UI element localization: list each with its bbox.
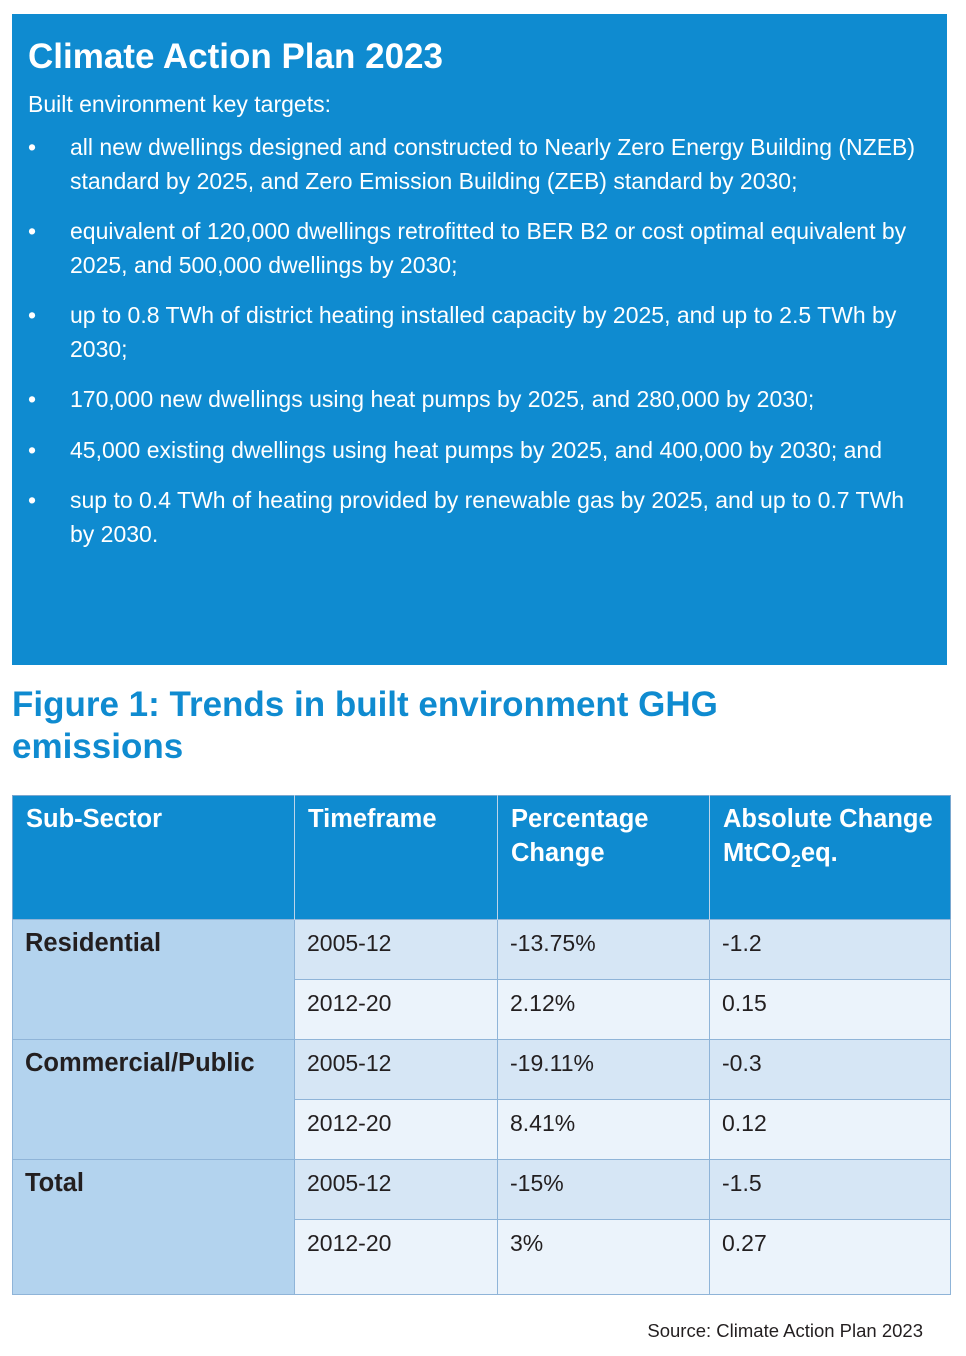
header-sub-sector: Sub-Sector <box>12 795 295 920</box>
bullet-icon: • <box>28 386 37 412</box>
bullet-icon: • <box>28 302 37 328</box>
absolute-cell: 0.27 <box>709 1219 951 1295</box>
list-item: • 45,000 existing dwellings using heat pu… <box>28 434 931 468</box>
bullet-icon: • <box>28 436 37 463</box>
table-row: 2012-20 3% 0.27 <box>13 1219 951 1295</box>
absolute-cell: 0.15 <box>709 979 951 1040</box>
header-absolute-change: Absolute Change MtCO2eq. <box>709 795 951 920</box>
list-item: • 170,000 new dwellings using heat pumps … <box>28 383 931 417</box>
percentage-cell: -13.75% <box>497 919 710 980</box>
target-text: sup to 0.4 TWh of heating provided by re… <box>70 487 905 547</box>
target-text: up to 0.8 TWh of district heating instal… <box>70 302 897 362</box>
absolute-cell: -0.3 <box>709 1039 951 1100</box>
target-text: all new dwellings designed and construct… <box>70 134 916 194</box>
target-text: 45,000 existing dwellings using heat pum… <box>70 436 882 463</box>
sector-cell: Total <box>12 1159 295 1295</box>
target-text: 170,000 new dwellings using heat pumps b… <box>70 386 815 412</box>
percentage-cell: -19.11% <box>497 1039 710 1100</box>
source-note: Source: Climate Action Plan 2023 <box>647 1320 923 1341</box>
list-item: • equivalent of 120,000 dwellings retrofi… <box>28 215 931 282</box>
figure-title: Figure 1: Trends in built environment GH… <box>12 685 718 766</box>
list-item: • all new dwellings designed and construc… <box>28 131 931 198</box>
header-timeframe: Timeframe <box>294 795 498 920</box>
absolute-cell: -1.2 <box>709 919 951 980</box>
box-intro: Built environment key targets: <box>28 91 331 117</box>
sector-cell: Residential <box>12 919 295 1040</box>
percentage-cell: 8.41% <box>497 1099 710 1160</box>
sector-cell: Commercial/Public <box>12 1039 295 1160</box>
percentage-cell: -15% <box>497 1159 710 1220</box>
table-row: Residential 2005-12 -13.75% -1.2 <box>12 919 951 1040</box>
header-absolute-text: Absolute Change MtCO <box>723 805 933 867</box>
table-row: 2012-20 8.41% 0.12 <box>13 1099 951 1160</box>
target-text: equivalent of 120,000 dwellings retrofit… <box>70 218 907 278</box>
percentage-cell: 3% <box>497 1219 710 1295</box>
timeframe-cell: 2012-20 <box>294 979 498 1040</box>
table-header-row: Sub-Sector Timeframe Percentage Change A… <box>12 795 951 920</box>
list-item: • sup to 0.4 TWh of heating provided by r… <box>28 484 931 551</box>
header-absolute-suffix: eq. <box>800 839 838 867</box>
timeframe-cell: 2012-20 <box>294 1219 498 1295</box>
targets-list: • all new dwellings designed and construc… <box>28 131 931 551</box>
timeframe-cell: 2012-20 <box>294 1099 498 1160</box>
absolute-cell: 0.12 <box>709 1099 951 1160</box>
timeframe-cell: 2005-12 <box>294 1159 498 1220</box>
table-row: Commercial/Public 2005-12 -19.11% -0.3 <box>12 1039 951 1160</box>
absolute-cell: -1.5 <box>709 1159 951 1220</box>
timeframe-cell: 2005-12 <box>294 919 498 980</box>
key-targets-box: Climate Action Plan 2023 Built environme… <box>12 14 947 665</box>
bullet-icon: • <box>28 218 37 244</box>
bullet-icon: • <box>28 134 37 160</box>
list-item: • up to 0.8 TWh of district heating insta… <box>28 299 931 366</box>
box-title: Climate Action Plan 2023 <box>28 37 443 76</box>
percentage-cell: 2.12% <box>497 979 710 1040</box>
emissions-table: Sub-Sector Timeframe Percentage Change A… <box>12 795 951 1295</box>
timeframe-cell: 2005-12 <box>294 1039 498 1100</box>
table-row: 2012-20 2.12% 0.15 <box>13 979 951 1040</box>
table-row: Total 2005-12 -15% -1.5 <box>12 1159 951 1295</box>
header-absolute-subscript: 2 <box>790 851 801 872</box>
header-percentage-change: Percentage Change <box>497 795 710 920</box>
bullet-icon: • <box>28 487 37 513</box>
